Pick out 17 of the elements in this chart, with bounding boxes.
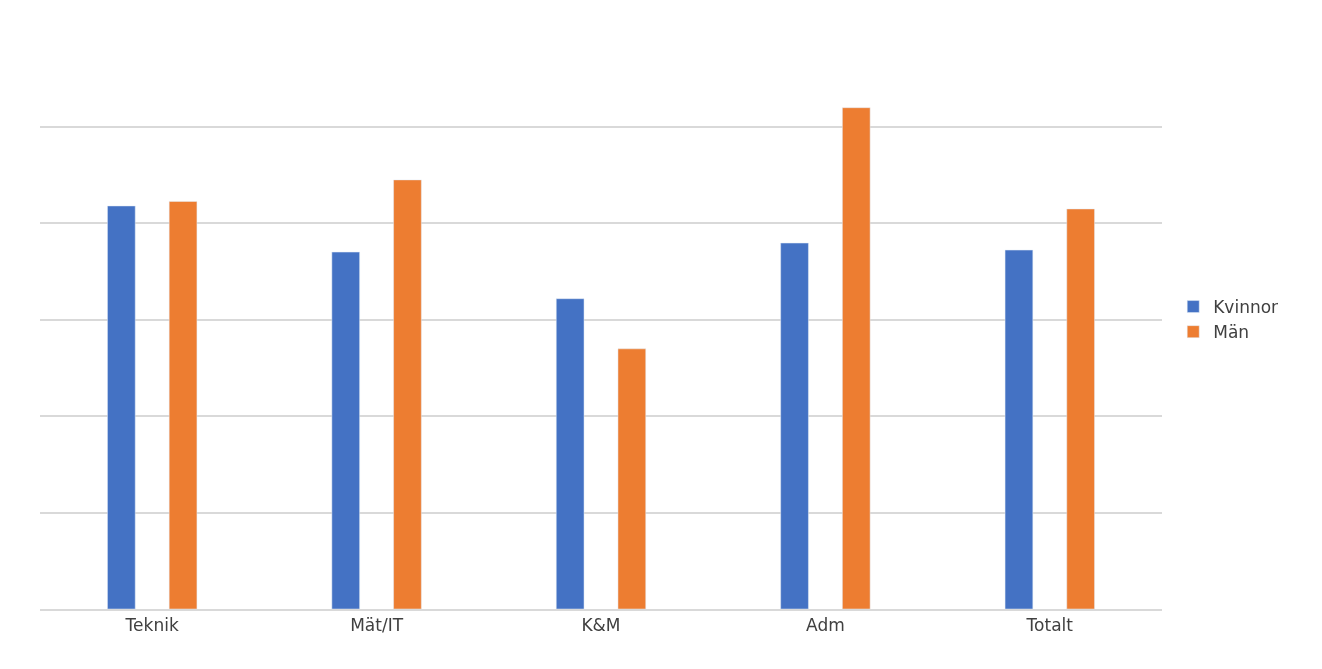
legend-label: Kvinnor: [1213, 297, 1279, 318]
bar: [1066, 208, 1095, 609]
bar: [780, 242, 809, 609]
x-tick-label: Adm: [806, 615, 845, 636]
bar: [617, 348, 646, 609]
x-tick-label: K&M: [581, 615, 621, 636]
bar: [556, 298, 585, 609]
bar: [1004, 249, 1034, 609]
bar: [168, 201, 198, 609]
bar: [393, 179, 422, 609]
legend-label: Män: [1213, 322, 1250, 343]
x-tick-label: Mät/IT: [350, 615, 404, 636]
bar: [107, 205, 136, 609]
bar: [842, 107, 871, 609]
x-tick-label: Teknik: [124, 615, 179, 636]
x-tick-label: Totalt: [1025, 615, 1074, 636]
bar: [331, 251, 360, 609]
